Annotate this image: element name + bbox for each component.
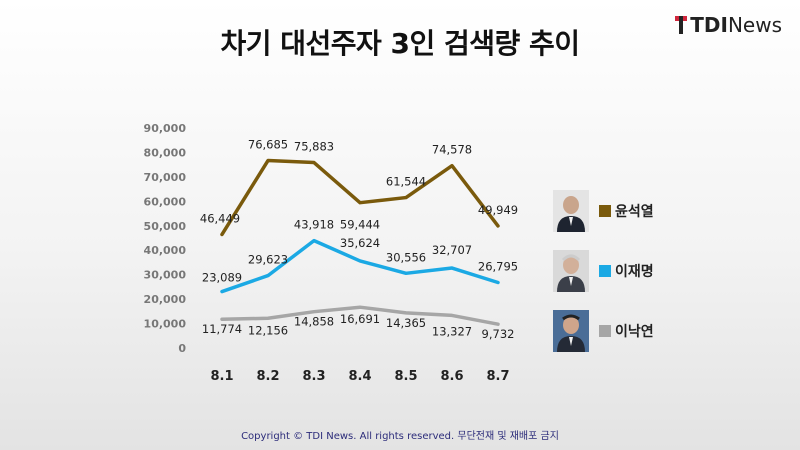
series-line-1 (220, 238, 500, 294)
portrait-0 (553, 190, 589, 232)
legend-swatch-1 (599, 265, 611, 277)
x-tick-label: 8.4 (348, 369, 371, 384)
data-label: 13,327 (432, 324, 472, 338)
tdi-news-logo: TDINews (675, 12, 782, 38)
legend-item-1: 이재명 (553, 250, 654, 292)
data-label: 32,707 (432, 243, 472, 257)
logo-text-strong: TDI (690, 13, 728, 37)
x-tick-label: 8.1 (210, 369, 233, 384)
y-tick-label: 60,000 (144, 195, 187, 208)
portrait-1 (553, 250, 589, 292)
x-tick-label: 8.3 (302, 369, 325, 384)
data-label: 11,774 (202, 322, 242, 336)
y-tick-label: 50,000 (144, 220, 187, 233)
legend-swatch-2 (599, 325, 611, 337)
data-label: 9,732 (482, 327, 515, 341)
data-label: 14,365 (386, 316, 426, 330)
data-label: 75,883 (294, 140, 334, 154)
data-label: 61,544 (386, 175, 426, 189)
data-label: 12,156 (248, 323, 288, 337)
y-tick-label: 20,000 (144, 293, 187, 306)
legend-item-0: 윤석열 (553, 190, 654, 232)
data-label: 35,624 (340, 236, 380, 250)
y-tick-label: 30,000 (144, 269, 187, 282)
legend: 윤석열 이재명 이낙연 (553, 190, 793, 360)
logo-text: TDINews (690, 13, 782, 37)
series-line-2 (220, 305, 500, 326)
copyright-footer: Copyright © TDI News. All rights reserve… (241, 431, 559, 442)
y-tick-label: 80,000 (144, 146, 187, 159)
tdi-logo-icon (675, 16, 688, 34)
data-label: 29,623 (248, 253, 288, 267)
data-label: 30,556 (386, 250, 426, 264)
data-label: 74,578 (432, 143, 472, 157)
y-tick-label: 90,000 (144, 122, 187, 135)
x-tick-label: 8.2 (256, 369, 279, 384)
data-label: 23,089 (202, 271, 242, 285)
legend-swatch-0 (599, 205, 611, 217)
legend-item-2: 이낙연 (553, 310, 654, 352)
y-tick-label: 40,000 (144, 244, 187, 257)
y-tick-label: 10,000 (144, 318, 187, 331)
legend-label-2: 이낙연 (615, 324, 654, 340)
series-line-0 (220, 158, 500, 237)
portrait-2 (553, 310, 589, 352)
x-tick-label: 8.5 (394, 369, 417, 384)
x-tick-label: 8.7 (486, 369, 509, 384)
y-tick-label: 70,000 (144, 171, 187, 184)
data-label: 76,685 (248, 138, 288, 152)
chart-title: 차기 대선주자 3인 검색량 추이 (220, 27, 580, 60)
data-label: 26,795 (478, 260, 518, 274)
data-label: 59,444 (340, 218, 380, 232)
logo-text-rest: News (727, 13, 782, 37)
data-label: 43,918 (294, 218, 334, 232)
legend-label-1: 이재명 (615, 264, 654, 280)
data-label: 14,858 (294, 315, 334, 329)
legend-label-0: 윤석열 (615, 204, 654, 220)
data-label: 49,949 (478, 203, 518, 217)
data-label: 46,449 (200, 211, 240, 225)
y-tick-label: 0 (178, 342, 186, 355)
x-tick-label: 8.6 (440, 369, 463, 384)
data-label: 16,691 (340, 312, 380, 326)
